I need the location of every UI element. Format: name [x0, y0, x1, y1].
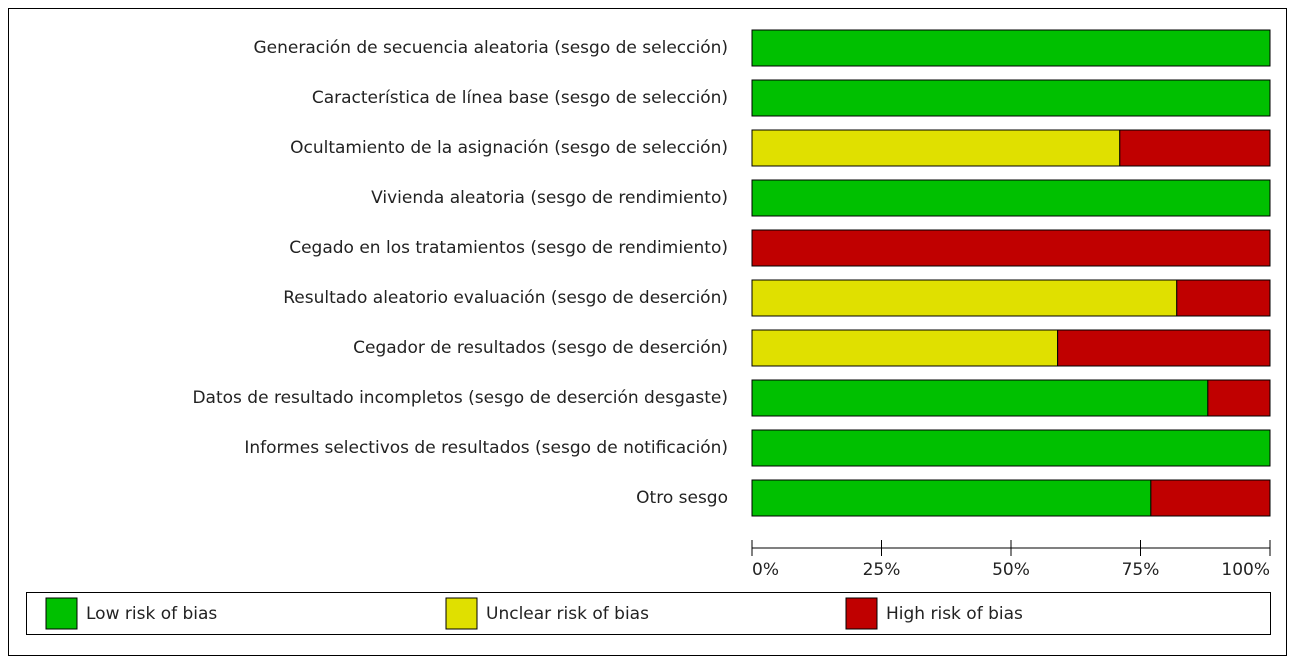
bar-segment — [1207, 379, 1271, 417]
bar-segment — [1150, 479, 1271, 517]
x-tick-label: 25% — [863, 560, 901, 580]
bar-segment — [1119, 129, 1271, 167]
bar-segment — [751, 79, 1271, 117]
category-label: Cegador de resultados (sesgo de deserció… — [353, 338, 728, 358]
bar-segment — [751, 379, 1209, 417]
legend-swatch — [445, 597, 478, 630]
x-tick-label: 0% — [752, 560, 779, 580]
legend-swatch — [845, 597, 878, 630]
legend-label: Unclear risk of bias — [486, 604, 649, 624]
bar-segment — [751, 129, 1121, 167]
x-tick-label: 75% — [1122, 560, 1160, 580]
category-label: Característica de línea base (sesgo de s… — [312, 88, 728, 108]
bar-segment — [751, 429, 1271, 467]
category-label: Otro sesgo — [636, 488, 728, 508]
category-label: Generación de secuencia aleatoria (sesgo… — [253, 38, 728, 58]
legend-swatch — [45, 597, 78, 630]
bar-segment — [1057, 329, 1271, 367]
bar-segment — [751, 29, 1271, 67]
category-label: Cegado en los tratamientos (sesgo de ren… — [289, 238, 728, 258]
x-tick-label: 100% — [1221, 560, 1270, 580]
legend-box — [26, 592, 1271, 635]
bar-segment — [751, 279, 1178, 317]
bar-segment — [1176, 279, 1271, 317]
legend-label: Low risk of bias — [86, 604, 217, 624]
bar-segment — [751, 329, 1059, 367]
category-label: Resultado aleatorio evaluación (sesgo de… — [283, 288, 728, 308]
legend-label: High risk of bias — [886, 604, 1023, 624]
category-label: Ocultamiento de la asignación (sesgo de … — [290, 138, 728, 158]
bar-segment — [751, 179, 1271, 217]
bar-segment — [751, 479, 1152, 517]
bar-segment — [751, 229, 1271, 267]
category-label: Datos de resultado incompletos (sesgo de… — [192, 388, 728, 408]
category-label: Informes selectivos de resultados (sesgo… — [244, 438, 728, 458]
x-tick-label: 50% — [992, 560, 1030, 580]
category-label: Vivienda aleatoria (sesgo de rendimiento… — [371, 188, 728, 208]
